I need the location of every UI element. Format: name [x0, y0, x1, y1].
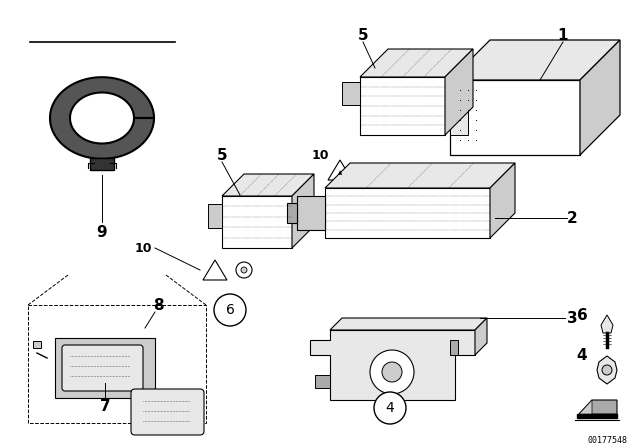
Text: 5: 5 [358, 27, 368, 43]
FancyBboxPatch shape [62, 345, 143, 391]
Polygon shape [287, 203, 297, 223]
Text: 6: 6 [225, 303, 234, 317]
Polygon shape [580, 40, 620, 155]
Circle shape [236, 262, 252, 278]
Polygon shape [601, 315, 613, 333]
Polygon shape [445, 49, 473, 135]
Polygon shape [297, 196, 325, 230]
Text: 5: 5 [217, 147, 227, 163]
Text: 3: 3 [566, 310, 577, 326]
Text: 1: 1 [557, 27, 568, 43]
Text: 8: 8 [153, 297, 163, 313]
Polygon shape [90, 158, 114, 170]
FancyBboxPatch shape [131, 389, 204, 435]
Polygon shape [490, 163, 515, 238]
Polygon shape [325, 188, 490, 238]
Polygon shape [577, 414, 617, 418]
Text: 4: 4 [577, 348, 588, 362]
Text: 00177548: 00177548 [587, 435, 627, 444]
Polygon shape [292, 174, 314, 248]
Circle shape [370, 350, 414, 394]
Polygon shape [450, 340, 458, 355]
Polygon shape [342, 82, 360, 105]
Polygon shape [450, 80, 580, 155]
Text: 9: 9 [97, 224, 108, 240]
Text: 10: 10 [134, 241, 152, 254]
Circle shape [382, 362, 402, 382]
Circle shape [241, 267, 247, 273]
Polygon shape [360, 77, 445, 135]
Polygon shape [50, 77, 154, 159]
Circle shape [296, 202, 312, 218]
Circle shape [374, 392, 406, 424]
Polygon shape [325, 163, 515, 188]
Polygon shape [450, 40, 620, 80]
Polygon shape [330, 318, 487, 330]
Circle shape [602, 365, 612, 375]
Circle shape [301, 207, 307, 213]
Text: 10: 10 [311, 148, 329, 161]
Polygon shape [328, 160, 352, 180]
Circle shape [362, 170, 368, 176]
Polygon shape [475, 318, 487, 355]
Circle shape [357, 165, 373, 181]
Text: ▲: ▲ [338, 171, 342, 176]
Text: 4: 4 [386, 401, 394, 415]
Polygon shape [33, 341, 41, 348]
Polygon shape [208, 204, 222, 228]
Polygon shape [310, 330, 475, 400]
Polygon shape [597, 356, 617, 384]
Polygon shape [55, 338, 155, 398]
Polygon shape [222, 196, 292, 248]
Text: 6: 6 [577, 307, 588, 323]
Text: 2: 2 [566, 211, 577, 225]
Polygon shape [579, 400, 617, 414]
Polygon shape [360, 49, 473, 77]
Circle shape [214, 294, 246, 326]
Polygon shape [315, 375, 330, 388]
Polygon shape [222, 174, 314, 196]
Polygon shape [450, 88, 468, 135]
Text: 7: 7 [100, 399, 110, 414]
Polygon shape [203, 260, 227, 280]
Polygon shape [579, 400, 592, 414]
